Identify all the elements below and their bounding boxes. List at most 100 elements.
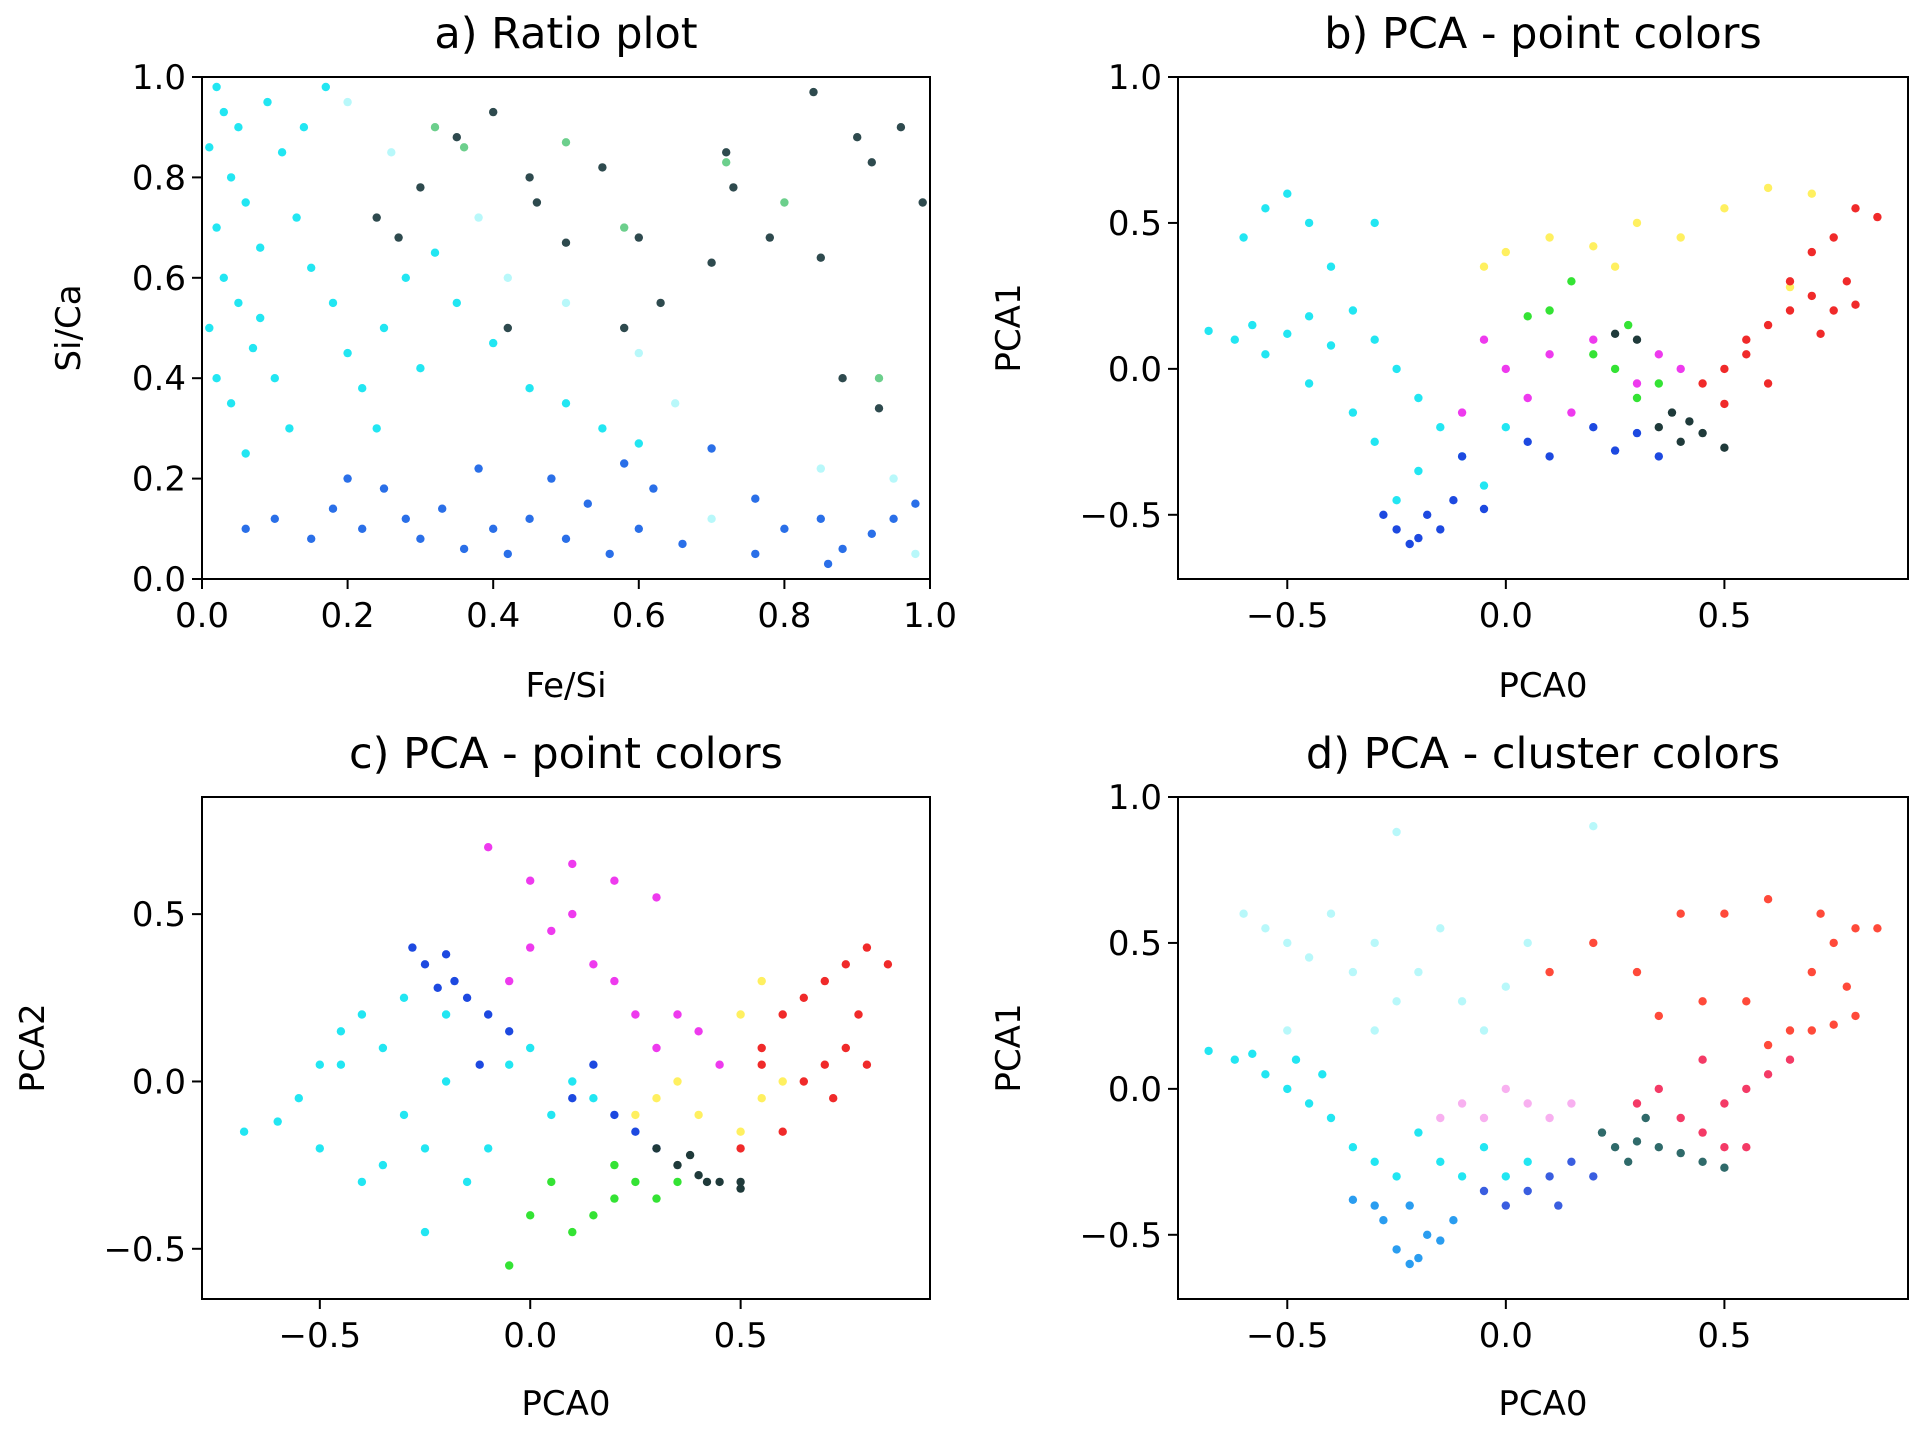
- panel-d-y-tick-label: 0.5: [1108, 924, 1162, 964]
- panel-d-point: [1589, 822, 1598, 831]
- panel-d-point: [1479, 1143, 1489, 1152]
- panel-c-point: [631, 1177, 640, 1187]
- panel-d-point: [1641, 1113, 1650, 1123]
- panel-c-point: [526, 1043, 535, 1053]
- panel-b-point: [1632, 335, 1642, 344]
- panel-b-point: [1392, 364, 1401, 374]
- panel-c-points: [239, 843, 893, 1270]
- panel-b-point: [1589, 335, 1598, 344]
- panel-d-point: [1851, 924, 1860, 933]
- panel-b-points: [1204, 183, 1882, 549]
- panel-d-point: [1392, 827, 1401, 837]
- panel-c-point: [631, 1110, 640, 1120]
- panel-a-point: [765, 233, 774, 242]
- panel-d-point: [1370, 938, 1379, 948]
- panel-d-point: [1698, 997, 1707, 1006]
- panel-a-point: [416, 364, 425, 373]
- panel-d-point: [1785, 1026, 1795, 1035]
- panel-a-point: [489, 524, 498, 533]
- panel-c-y-label: PCA2: [13, 1003, 53, 1092]
- panel-a-point: [503, 273, 512, 282]
- panel-b-x-label: PCA0: [1498, 666, 1587, 706]
- panel-d-point: [1283, 938, 1292, 948]
- panel-d-point: [1742, 1143, 1751, 1152]
- panel-b-point: [1230, 335, 1240, 344]
- panel-a-point: [307, 263, 316, 272]
- panel-b-point: [1326, 341, 1336, 350]
- panel-d-point: [1405, 1201, 1414, 1210]
- panel-a-y-ticks: 0.0 0.2 0.4 0.6 0.8 1.0: [132, 58, 202, 600]
- panel-a-point: [722, 148, 731, 157]
- panel-c-point: [652, 893, 661, 902]
- panel-b-point: [1851, 204, 1860, 213]
- panel-d-point: [1676, 909, 1685, 918]
- panel-b-point: [1405, 539, 1414, 549]
- panel-c-point: [778, 1077, 787, 1086]
- panel-d-x-tick-label: 0.5: [1697, 1316, 1751, 1356]
- panel-a-x-tick-label: 0.2: [321, 596, 375, 636]
- panel-a-point: [343, 97, 352, 107]
- panel-d-y-tick-label: 0.0: [1108, 1070, 1162, 1110]
- panel-a-point: [277, 148, 287, 157]
- panel-d-point: [1597, 1128, 1607, 1137]
- panel-c-point: [631, 1127, 640, 1136]
- panel-b-y-tick-label: 0.5: [1108, 204, 1162, 244]
- panel-c-point: [883, 960, 893, 969]
- panel-b-point: [1589, 350, 1598, 359]
- panel-d-point: [1842, 982, 1852, 991]
- panel-b-point: [1436, 423, 1445, 432]
- panel-d-point: [1405, 1259, 1414, 1269]
- panel-b-point: [1414, 393, 1423, 403]
- panel-a-point: [226, 173, 236, 182]
- panel-b-point: [1261, 204, 1270, 213]
- panel-b-point: [1479, 262, 1489, 271]
- panel-d-point: [1261, 1070, 1270, 1079]
- panel-a-point: [459, 143, 469, 152]
- panel-d-point: [1479, 1026, 1489, 1035]
- panel-a-point: [707, 258, 716, 267]
- panel-b-point: [1545, 233, 1554, 242]
- panel-d-y-ticks: −0.5 0.0 0.5 1.0: [1079, 778, 1178, 1256]
- panel-a-point: [867, 529, 876, 538]
- panel-a-point: [459, 544, 469, 554]
- panel-b-point: [1283, 329, 1292, 338]
- panel-a-title: a) Ratio plot: [434, 9, 697, 59]
- panel-c-point: [526, 876, 535, 885]
- panel-b-point: [1545, 306, 1554, 315]
- panel-b-point: [1457, 452, 1467, 461]
- panel-b-point: [1261, 350, 1270, 359]
- panel-d-point: [1436, 1157, 1445, 1167]
- panel-b-point: [1326, 262, 1336, 271]
- panel-d-point: [1291, 1055, 1301, 1064]
- panel-c-point: [505, 976, 514, 986]
- panel-c-point: [589, 1211, 598, 1220]
- panel-d-point: [1318, 1070, 1327, 1079]
- panel-a-point: [561, 238, 571, 247]
- panel-d-point: [1567, 1157, 1576, 1167]
- panel-d-point: [1589, 1172, 1598, 1181]
- panel-c-point: [378, 1043, 388, 1053]
- panel-a-point: [707, 444, 716, 453]
- panel-a-point: [299, 123, 309, 132]
- panel-b-point: [1610, 262, 1620, 271]
- panel-c-point: [778, 1127, 787, 1136]
- panel-c-point: [357, 1177, 367, 1187]
- panel-a-point: [656, 298, 665, 308]
- panel-d-point: [1414, 1128, 1423, 1137]
- panel-c-point: [694, 1110, 703, 1120]
- panel-c-point: [336, 1027, 346, 1036]
- panel-a-point: [620, 223, 629, 232]
- panel-a-point: [838, 374, 847, 383]
- panel-d-point: [1676, 1148, 1685, 1158]
- panel-a-point: [561, 399, 571, 408]
- panel-c-point: [820, 1060, 829, 1069]
- panel-b-point: [1720, 364, 1729, 374]
- panel-b-point: [1851, 300, 1860, 309]
- panel-c-point: [673, 1077, 682, 1086]
- panel-a-point: [503, 549, 512, 559]
- panel-b-point: [1348, 306, 1358, 315]
- panel-c-point: [610, 1194, 619, 1203]
- panel-a-point: [372, 213, 381, 222]
- panel-d-point: [1436, 1236, 1445, 1245]
